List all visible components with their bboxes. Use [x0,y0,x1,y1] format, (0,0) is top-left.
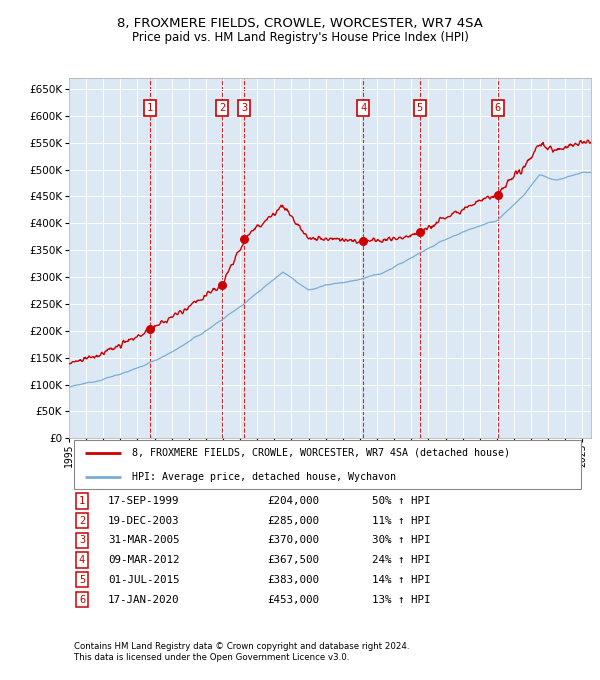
Text: 2: 2 [79,515,85,526]
Text: 4: 4 [79,555,85,565]
Text: This data is licensed under the Open Government Licence v3.0.: This data is licensed under the Open Gov… [74,653,350,662]
Text: Price paid vs. HM Land Registry's House Price Index (HPI): Price paid vs. HM Land Registry's House … [131,31,469,44]
Text: 5: 5 [79,575,85,585]
Text: 09-MAR-2012: 09-MAR-2012 [108,555,179,565]
Text: 30% ↑ HPI: 30% ↑ HPI [372,535,430,545]
Text: Contains HM Land Registry data © Crown copyright and database right 2024.: Contains HM Land Registry data © Crown c… [74,642,410,651]
Text: 1: 1 [146,103,153,113]
Text: 13% ↑ HPI: 13% ↑ HPI [372,594,430,605]
Text: £370,000: £370,000 [268,535,319,545]
Text: 2: 2 [219,103,226,113]
Text: 8, FROXMERE FIELDS, CROWLE, WORCESTER, WR7 4SA: 8, FROXMERE FIELDS, CROWLE, WORCESTER, W… [117,17,483,30]
Text: 17-JAN-2020: 17-JAN-2020 [108,594,179,605]
Text: £367,500: £367,500 [268,555,319,565]
Text: 19-DEC-2003: 19-DEC-2003 [108,515,179,526]
Text: 17-SEP-1999: 17-SEP-1999 [108,496,179,506]
Text: £383,000: £383,000 [268,575,319,585]
Text: 4: 4 [360,103,367,113]
Text: 3: 3 [79,535,85,545]
Text: £285,000: £285,000 [268,515,319,526]
Text: 3: 3 [241,103,248,113]
Text: 24% ↑ HPI: 24% ↑ HPI [372,555,430,565]
Text: 11% ↑ HPI: 11% ↑ HPI [372,515,430,526]
Text: 8, FROXMERE FIELDS, CROWLE, WORCESTER, WR7 4SA (detached house): 8, FROXMERE FIELDS, CROWLE, WORCESTER, W… [131,447,509,458]
Text: 14% ↑ HPI: 14% ↑ HPI [372,575,430,585]
Text: HPI: Average price, detached house, Wychavon: HPI: Average price, detached house, Wych… [131,472,395,481]
Text: £204,000: £204,000 [268,496,319,506]
Text: 1: 1 [79,496,85,506]
Text: 01-JUL-2015: 01-JUL-2015 [108,575,179,585]
Text: 5: 5 [417,103,423,113]
Text: 6: 6 [494,103,500,113]
Text: 31-MAR-2005: 31-MAR-2005 [108,535,179,545]
FancyBboxPatch shape [74,441,581,490]
Text: 6: 6 [79,594,85,605]
Text: 50% ↑ HPI: 50% ↑ HPI [372,496,430,506]
Text: £453,000: £453,000 [268,594,319,605]
